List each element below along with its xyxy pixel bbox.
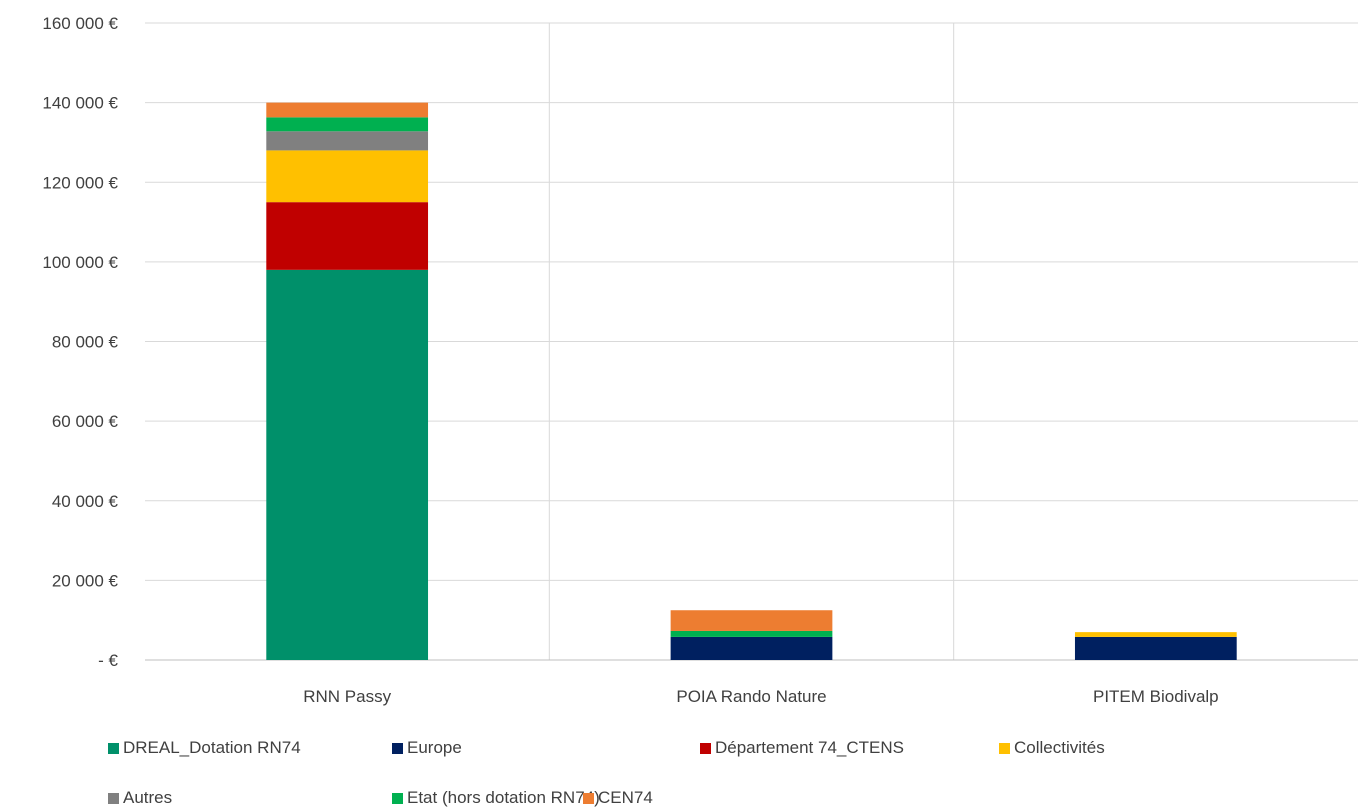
legend-swatch	[392, 792, 403, 804]
legend-item: Autres	[108, 788, 172, 808]
legend-label: Europe	[407, 738, 462, 757]
legend-label: Autres	[123, 788, 173, 807]
bar-segment	[1074, 632, 1237, 637]
bar-segment	[266, 117, 429, 132]
legend-label: DREAL_Dotation RN74	[123, 738, 301, 757]
legend-label: Collectivités	[1014, 738, 1105, 757]
stacked-bar-chart: - € 20 000 € 40 000 € 60 000 € 80 000 € 100 0…	[42, 14, 1358, 706]
y-tick-label: 60 000 €	[52, 412, 119, 431]
bar-segment	[670, 630, 833, 637]
y-tick-label: 160 000 €	[42, 14, 118, 33]
legend-item: Europe	[392, 738, 462, 758]
bar-segment	[266, 102, 429, 118]
x-category-label: RNN Passy	[303, 687, 391, 706]
legend-label: Etat (hors dotation RN74)	[407, 788, 600, 807]
y-tick-label: 120 000 €	[42, 173, 118, 192]
legend-swatch	[999, 742, 1010, 754]
bars	[266, 102, 1237, 660]
y-tick-label: 80 000 €	[52, 333, 119, 352]
bar-segment	[266, 150, 429, 203]
bar-segment	[1074, 636, 1237, 660]
y-tick-label: 20 000 €	[52, 571, 119, 590]
y-tick-label: 100 000 €	[42, 253, 118, 272]
x-category-label: PITEM Biodivalp	[1093, 687, 1219, 706]
legend-item: Département 74_CTENS	[700, 738, 904, 758]
legend-swatch	[583, 792, 594, 804]
bar-segment	[266, 131, 429, 151]
legend-item: Etat (hors dotation RN74)	[392, 788, 600, 808]
bar-segment	[670, 636, 833, 660]
legend-swatch	[108, 792, 119, 804]
x-axis-category-labels: RNN Passy POIA Rando Nature PITEM Biodival…	[303, 687, 1218, 706]
legend: DREAL_Dotation RN74 Europe Département 74_…	[0, 730, 1358, 809]
legend-item: CEN74	[583, 788, 653, 808]
bar-segment	[266, 202, 429, 270]
legend-swatch	[108, 742, 119, 754]
y-tick-label: 40 000 €	[52, 492, 119, 511]
legend-swatch	[700, 742, 711, 754]
y-axis-tick-labels: - € 20 000 € 40 000 € 60 000 € 80 000 € 100 0…	[42, 14, 118, 670]
legend-label: Département 74_CTENS	[715, 738, 904, 757]
x-category-label: POIA Rando Nature	[676, 687, 826, 706]
y-tick-label: 140 000 €	[42, 94, 118, 113]
legend-item: Collectivités	[999, 738, 1105, 758]
bar-segment	[266, 269, 429, 660]
legend-item: DREAL_Dotation RN74	[108, 738, 301, 758]
y-tick-label: - €	[98, 651, 118, 670]
legend-swatch	[392, 742, 403, 754]
legend-label: CEN74	[598, 788, 653, 807]
bar-segment	[670, 610, 833, 631]
